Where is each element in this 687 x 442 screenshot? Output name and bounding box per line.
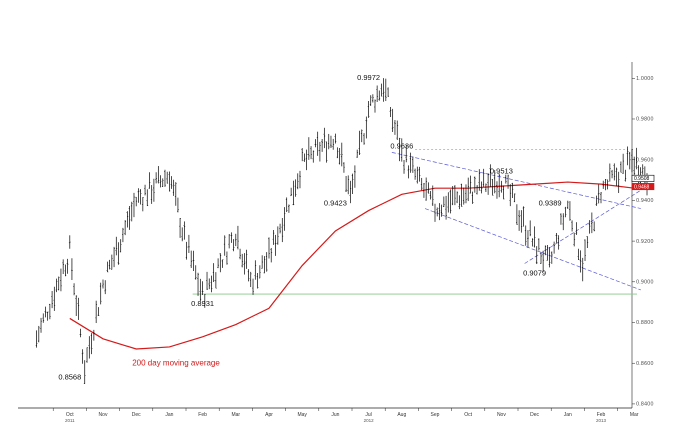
x-tick-label: Mar	[231, 412, 240, 418]
x-tick-label: Nov	[497, 412, 506, 418]
year-label: 2013	[596, 418, 607, 423]
price-annotation: 0.9972	[357, 73, 380, 82]
x-tick-label: Mar	[630, 412, 639, 418]
y-tick-label: 0.9000	[636, 280, 654, 286]
x-tick-label: Jun	[331, 412, 339, 418]
x-tick-label: Sep	[431, 412, 440, 418]
trendlines	[192, 149, 642, 295]
x-tick-label: Dec	[132, 412, 141, 418]
year-label: 2011	[65, 418, 75, 423]
y-tick-label: 0.9800	[636, 117, 654, 123]
price-annotation: 0.9423	[324, 199, 347, 208]
price-annotation: 0.9513	[490, 166, 513, 175]
y-tick-label: 0.9400	[636, 198, 654, 204]
trend-channel-line	[391, 152, 641, 209]
x-tick-label: Apr	[265, 412, 273, 418]
x-tick-label: May	[297, 412, 307, 418]
price-tag-box	[631, 174, 655, 182]
y-tick-label: 0.8400	[636, 402, 654, 408]
x-tick-label: Oct	[464, 412, 472, 418]
price-tag-box	[631, 183, 655, 191]
x-tick-label: Nov	[99, 412, 108, 418]
y-tick-label: 0.9200	[636, 239, 654, 245]
x-tick-label: Feb	[198, 412, 207, 418]
x-tick-label: Oct	[66, 412, 74, 418]
annotations: 0.8568 0.8931 0.9423 0.9972 0.9636 0.9513 0.93…	[58, 73, 561, 382]
price-annotation: 0.9079	[523, 269, 546, 278]
price-tags: 0.9508 0.9468	[631, 174, 655, 191]
x-tick-label: Jan	[165, 412, 173, 418]
price-annotation: 0.9389	[539, 199, 562, 208]
price-bars	[35, 78, 648, 384]
trend-channel-line	[424, 208, 641, 291]
y-tick-label: 1.0000	[636, 76, 654, 82]
price-annotation: 0.8931	[191, 299, 214, 308]
price-tag-label: 0.9508	[634, 176, 650, 182]
price-tag-label: 0.9468	[634, 184, 650, 190]
moving-average-label: 200 day moving average	[132, 358, 220, 367]
moving-average	[69, 181, 635, 350]
price-annotation: 0.8568	[58, 373, 81, 382]
moving-average-line	[69, 181, 635, 350]
price-annotation: 0.9636	[390, 141, 413, 150]
y-tick-label: 0.8600	[636, 361, 654, 367]
x-tick-label: Aug	[397, 412, 406, 418]
y-tick-label: 0.8800	[636, 320, 654, 326]
axes: 0.8400 0.8600 0.8800 0.9000 0.9200 0.9400 0.96…	[18, 62, 654, 423]
x-tick-label: Jan	[564, 412, 572, 418]
trend-channel-line	[524, 189, 642, 264]
x-tick-label: Jul	[365, 412, 371, 418]
y-tick-label: 0.9600	[636, 157, 654, 163]
year-label: 2012	[364, 418, 375, 423]
x-tick-label: Dec	[530, 412, 539, 418]
x-tick-label: Feb	[597, 412, 606, 418]
